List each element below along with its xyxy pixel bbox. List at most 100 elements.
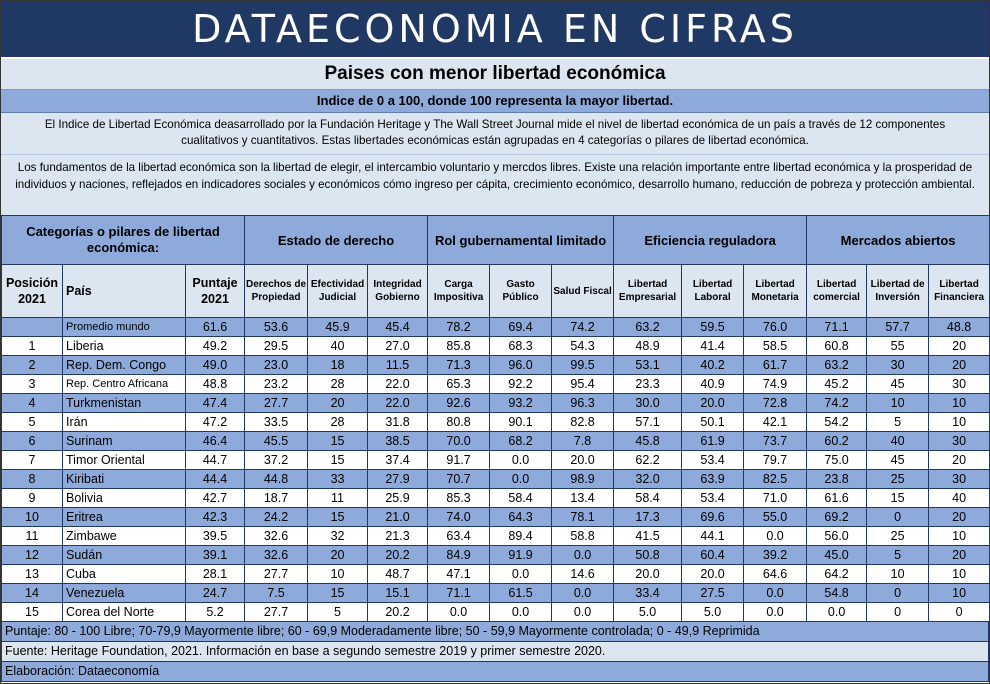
value-cell: 53.1: [613, 355, 683, 375]
value-cell: 0: [866, 583, 930, 603]
table-row: 6 Surinam 46.4 45.5 15 38.5 70.0 68.2 7.8 45.8 61.…: [1, 431, 990, 451]
value-cell: 60.8: [806, 336, 868, 356]
value-cell: 38.5: [367, 431, 429, 451]
column-header-row: Posición 2021 País Puntaje 2021 Derechos…: [1, 264, 990, 318]
col-header-monetary: Libertad Monetaria: [743, 264, 808, 318]
value-cell: 5: [866, 412, 930, 432]
value-cell: 47.2: [184, 412, 246, 432]
value-cell: 20.2: [367, 545, 429, 565]
country-cell: Promedio mundo: [62, 317, 186, 337]
col-header-score: Puntaje 2021: [184, 264, 246, 318]
value-cell: 74.9: [743, 374, 808, 394]
value-cell: 45.4: [367, 317, 429, 337]
value-cell: 42.7: [184, 488, 246, 508]
value-cell: 53.6: [244, 317, 309, 337]
value-cell: 10: [928, 393, 990, 413]
value-cell: 10: [928, 412, 990, 432]
value-cell: 5: [307, 602, 369, 622]
table-row: 8 Kiribati 44.4 44.8 33 27.9 70.7 0.0 98.9 32.0 63…: [1, 469, 990, 489]
value-cell: 39.2: [743, 545, 808, 565]
value-cell: 48.8: [184, 374, 246, 394]
value-cell: 96.3: [551, 393, 615, 413]
position-cell: 9: [1, 488, 63, 508]
table-row: 13 Cuba 28.1 27.7 10 48.7 47.1 0.0 14.6 20.0 20.0 6…: [1, 564, 990, 584]
value-cell: 20: [928, 545, 990, 565]
value-cell: 79.7: [743, 450, 808, 470]
position-cell: 11: [1, 526, 63, 546]
table-row: 3 Rep. Centro Africana 48.8 23.2 28 22.0 65.3 9…: [1, 374, 990, 394]
value-cell: 71.1: [427, 583, 491, 603]
group-header-gov-size: Rol gubernamental limitado: [427, 215, 615, 265]
value-cell: 91.7: [427, 450, 491, 470]
value-cell: 23.0: [244, 355, 309, 375]
value-cell: 85.3: [427, 488, 491, 508]
intro-paragraph: El Indice de Libertad Económica deasarro…: [1, 113, 989, 155]
col-header-judicial: Efectividad Judicial: [307, 264, 369, 318]
col-header-integrity: Integridad Gobierno: [367, 264, 429, 318]
col-header-tax: Carga Impositiva: [427, 264, 491, 318]
value-cell: 37.2: [244, 450, 309, 470]
value-cell: 29.5: [244, 336, 309, 356]
position-cell: 12: [1, 545, 63, 565]
position-cell: 1: [1, 336, 63, 356]
country-cell: Corea del Norte: [62, 602, 186, 622]
table-row: 12 Sudán 39.1 32.6 20 20.2 84.9 91.9 0.0 50.8 60.4…: [1, 545, 990, 565]
country-cell: Turkmenistan: [62, 393, 186, 413]
value-cell: 20: [307, 545, 369, 565]
value-cell: 23.3: [613, 374, 683, 394]
value-cell: 71.3: [427, 355, 491, 375]
value-cell: 31.8: [367, 412, 429, 432]
position-cell: 2: [1, 355, 63, 375]
value-cell: 47.1: [427, 564, 491, 584]
position-cell: 15: [1, 602, 63, 622]
value-cell: 73.7: [743, 431, 808, 451]
value-cell: 61.9: [681, 431, 745, 451]
value-cell: 40.9: [681, 374, 745, 394]
value-cell: 32.6: [244, 545, 309, 565]
value-cell: 92.2: [489, 374, 553, 394]
world-average-row: Promedio mundo 61.6 53.6 45.9 45.4 78.2 69.4 74…: [1, 317, 990, 337]
country-cell: Rep. Dem. Congo: [62, 355, 186, 375]
table-row: 15 Corea del Norte 5.2 27.7 5 20.2 0.0 0.0 0.0 5.…: [1, 602, 990, 622]
value-cell: 85.8: [427, 336, 491, 356]
value-cell: 0.0: [489, 602, 553, 622]
group-header-reg-efficiency: Eficiencia reguladora: [613, 215, 808, 265]
value-cell: 20: [307, 393, 369, 413]
position-cell: 8: [1, 469, 63, 489]
value-cell: 0.0: [551, 602, 615, 622]
value-cell: 54.2: [806, 412, 868, 432]
value-cell: 95.4: [551, 374, 615, 394]
value-cell: 89.4: [489, 526, 553, 546]
value-cell: 54.8: [806, 583, 868, 603]
value-cell: 20: [928, 450, 990, 470]
value-cell: 0: [866, 507, 930, 527]
value-cell: 53.4: [681, 450, 745, 470]
value-cell: 78.2: [427, 317, 491, 337]
value-cell: 41.4: [681, 336, 745, 356]
value-cell: 33.4: [613, 583, 683, 603]
value-cell: 45.2: [806, 374, 868, 394]
value-cell: 93.2: [489, 393, 553, 413]
value-cell: 32: [307, 526, 369, 546]
value-cell: 75.0: [806, 450, 868, 470]
value-cell: 58.5: [743, 336, 808, 356]
value-cell: 30: [866, 355, 930, 375]
country-cell: Venezuela: [62, 583, 186, 603]
value-cell: 84.9: [427, 545, 491, 565]
value-cell: 69.4: [489, 317, 553, 337]
table-row: 9 Bolivia 42.7 18.7 11 25.9 85.3 58.4 13.4 58.4 53…: [1, 488, 990, 508]
value-cell: 44.7: [184, 450, 246, 470]
value-cell: 58.4: [489, 488, 553, 508]
value-cell: 63.4: [427, 526, 491, 546]
freedom-table: Categorías o pilares de libertad económi…: [0, 215, 990, 622]
value-cell: 25: [866, 526, 930, 546]
value-cell: 20.2: [367, 602, 429, 622]
source-note: Fuente: Heritage Foundation, 2021. Infor…: [1, 642, 989, 662]
value-cell: 40: [928, 488, 990, 508]
value-cell: 99.5: [551, 355, 615, 375]
value-cell: 40.2: [681, 355, 745, 375]
country-cell: Timor Oriental: [62, 450, 186, 470]
value-cell: 10: [928, 526, 990, 546]
table-row: 10 Eritrea 42.3 24.2 15 21.0 74.0 64.3 78.1 17.3 6…: [1, 507, 990, 527]
value-cell: 48.7: [367, 564, 429, 584]
